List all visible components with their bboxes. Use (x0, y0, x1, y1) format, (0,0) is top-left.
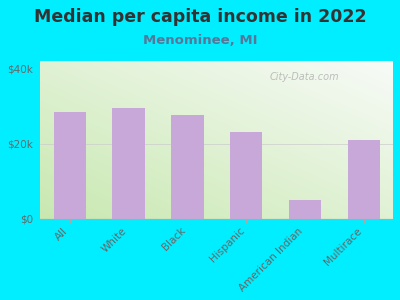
Text: Median per capita income in 2022: Median per capita income in 2022 (34, 8, 366, 26)
Bar (289, 200, 321, 219)
Bar (348, 140, 380, 219)
Text: Menominee, MI: Menominee, MI (143, 34, 257, 47)
Bar (112, 108, 145, 219)
Text: City-Data.com: City-Data.com (270, 72, 340, 82)
Bar (230, 132, 262, 219)
Bar (54, 112, 86, 219)
Bar (171, 116, 204, 219)
